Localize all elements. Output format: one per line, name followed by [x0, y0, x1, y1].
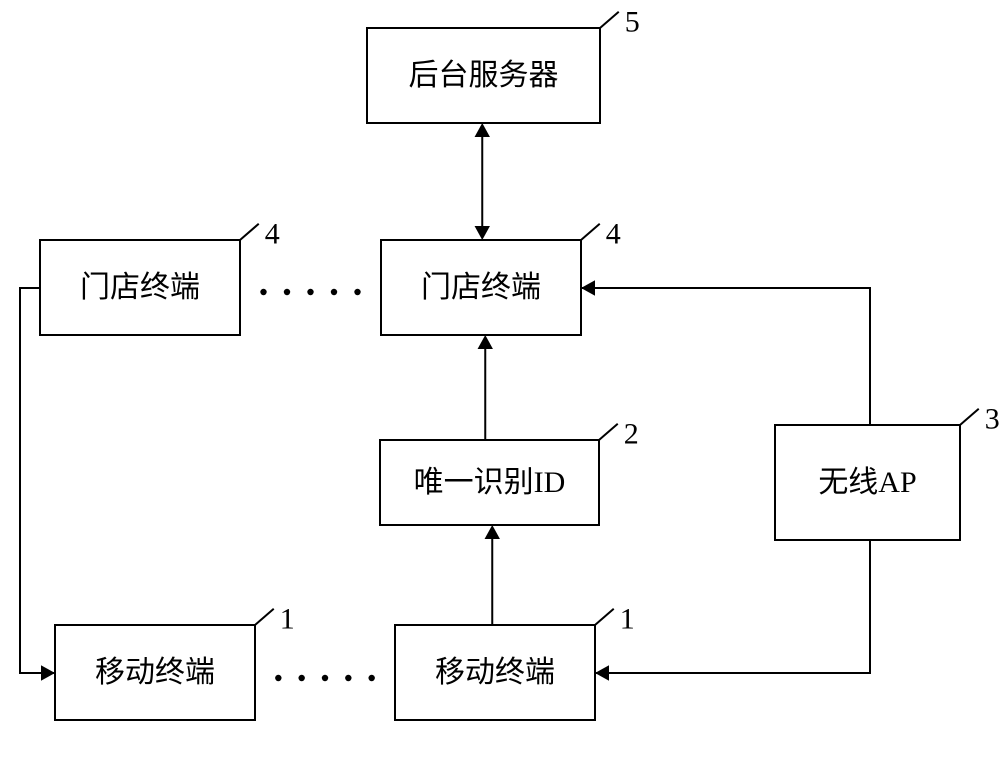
node-label: 移动终端: [95, 656, 215, 689]
node-label: 唯一识别ID: [414, 466, 566, 499]
ellipsis-dot: [331, 289, 337, 295]
annot-tick: [255, 609, 274, 625]
annot-tick: [600, 12, 619, 28]
node-server: 后台服务器 5: [367, 5, 640, 123]
annot-tick: [599, 424, 618, 440]
ellipsis-dot: [284, 289, 290, 295]
annot-number: 1: [620, 602, 635, 635]
arrow-head: [41, 665, 55, 680]
ellipsis-dot: [322, 675, 328, 681]
node-label: 移动终端: [435, 656, 555, 689]
annot-tick: [581, 224, 600, 240]
arrow-head: [595, 665, 609, 680]
annot-number: 5: [625, 5, 640, 38]
edge-ap-mobileR: [595, 540, 870, 673]
ellipsis-dot: [354, 289, 360, 295]
annot-tick: [595, 609, 614, 625]
node-label: 门店终端: [421, 271, 541, 304]
node-storeR: 门店终端 4: [381, 217, 621, 335]
arrow-head: [581, 280, 595, 295]
annot-tick: [240, 224, 259, 240]
node-label: 门店终端: [80, 271, 200, 304]
ellipsis-dot: [260, 289, 266, 295]
node-uid: 唯一识别ID 2: [380, 417, 639, 525]
annot-number: 1: [280, 602, 295, 635]
arrow-head: [475, 123, 490, 137]
annot-tick: [960, 409, 979, 425]
node-mobileR: 移动终端 1: [395, 602, 635, 720]
annot-number: 2: [624, 417, 639, 450]
annot-number: 3: [985, 402, 1000, 435]
node-storeL: 门店终端 4: [40, 217, 280, 335]
ellipsis-dot: [298, 675, 304, 681]
system-diagram: 后台服务器 5 门店终端 4 门店终端 4 唯一识别ID 2 无线AP 3 移动终端 1 移动终端 1: [0, 0, 1000, 772]
node-ap: 无线AP 3: [775, 402, 1000, 540]
edge-storeL-mobileL: [20, 288, 55, 673]
arrow-head: [485, 525, 500, 539]
annot-number: 4: [606, 217, 621, 250]
node-mobileL: 移动终端 1: [55, 602, 295, 720]
ellipsis-dot: [368, 675, 374, 681]
edge-ap-storeR: [581, 288, 870, 425]
arrow-head: [475, 226, 490, 240]
node-label: 后台服务器: [409, 59, 559, 92]
ellipsis-dot: [275, 675, 281, 681]
node-label: 无线AP: [818, 466, 916, 499]
ellipsis-dot: [307, 289, 313, 295]
annot-number: 4: [265, 217, 280, 250]
ellipsis-dot: [345, 675, 351, 681]
arrow-head: [478, 335, 493, 349]
